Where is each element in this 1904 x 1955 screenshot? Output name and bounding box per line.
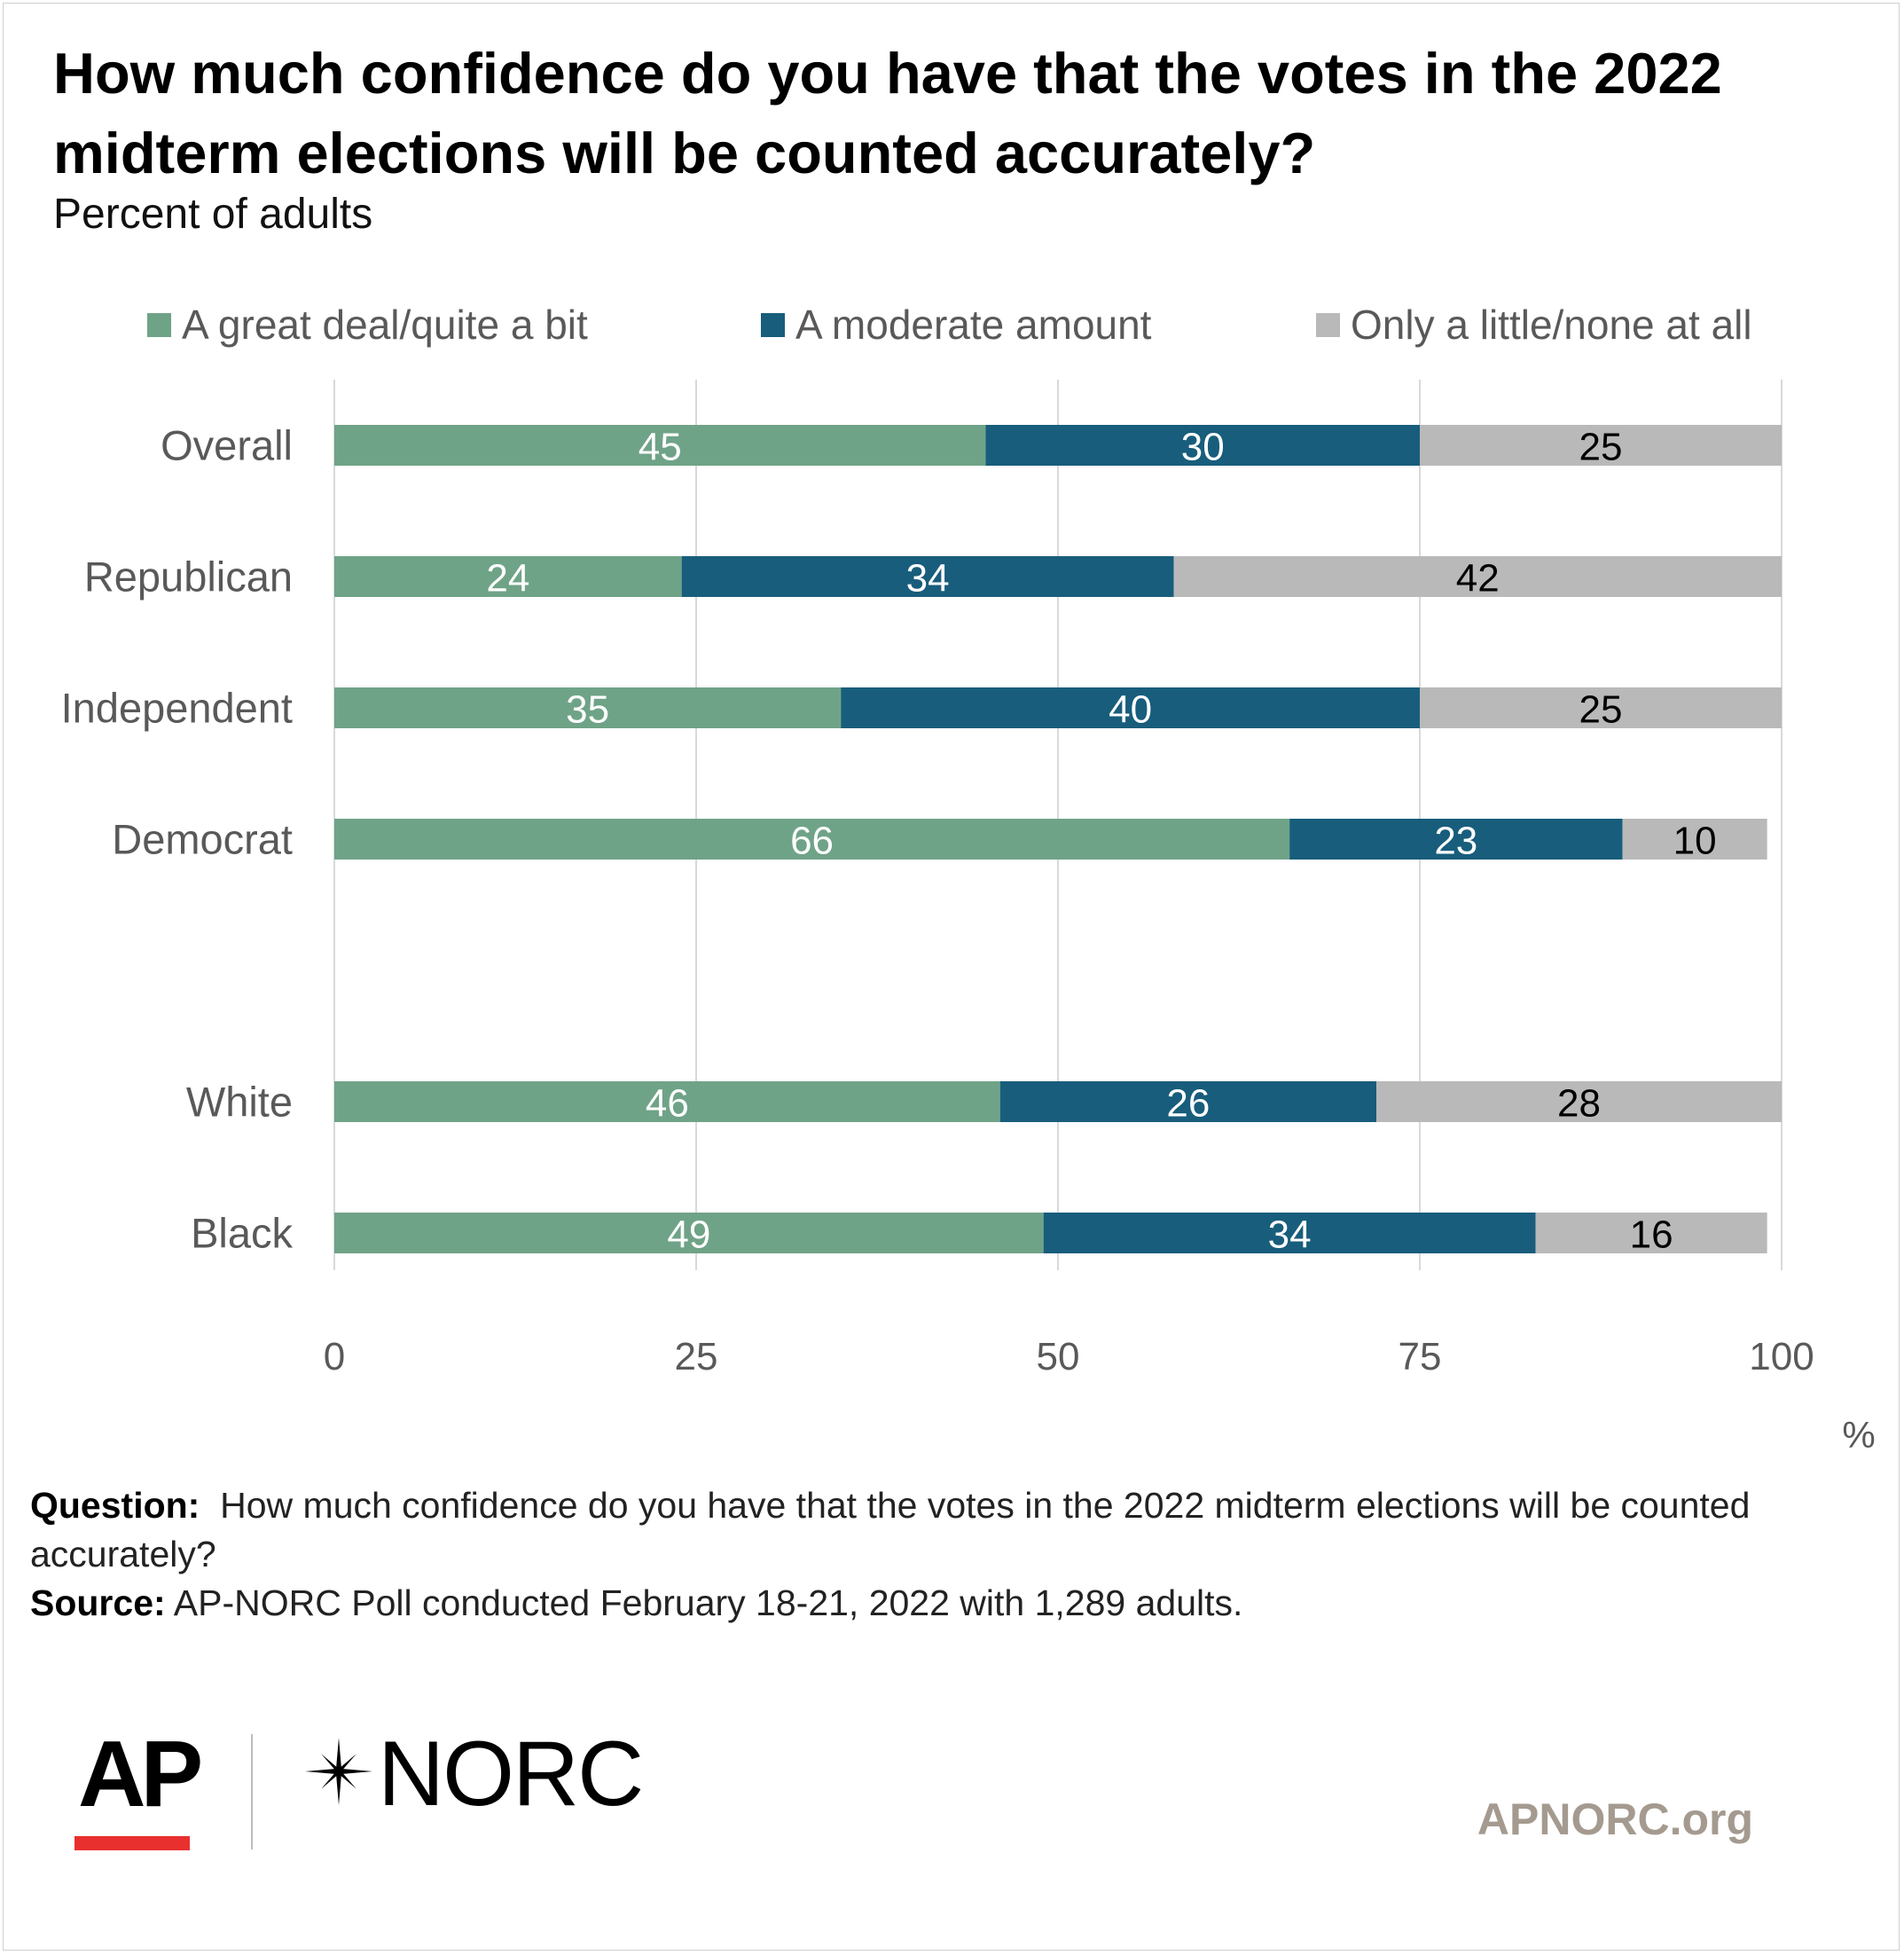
question-text: How much confidence do you have that the… [30,1485,1751,1574]
legend-swatch-little-none [1316,312,1340,337]
data-label: 34 [906,557,950,601]
category-label: Overall [161,422,293,469]
legend-label-great-deal: A great deal/quite a bit [182,302,588,348]
category-label: Black [191,1210,293,1257]
x-tick-label: 0 [324,1335,345,1378]
stacked-bar-chart: 0 25 50 75 100% Overall 45 30 25 Republican 24 34 42… [61,380,1876,1456]
data-label: 30 [1181,426,1225,469]
bar-segment [334,425,986,466]
bar-segment [334,819,1290,860]
logo-divider [251,1734,253,1849]
data-label: 16 [1630,1213,1673,1257]
norc-logo: NORC [378,1723,644,1825]
x-tick-label: 25 [675,1335,718,1378]
data-label: 40 [1109,688,1152,732]
bar-segment [1420,687,1782,728]
footnote: Question: How much confidence do you hav… [30,1481,1804,1628]
legend-label-little-none: Only a little/none at all [1351,302,1752,348]
data-label: 34 [1268,1213,1312,1257]
website-link[interactable]: APNORC.org [1477,1794,1753,1844]
bar-segment [1173,556,1782,597]
x-tick-label: 100 [1749,1335,1814,1378]
chart-frame [3,3,1900,1951]
ap-logo-accent-bar [74,1836,190,1850]
question-note: Question: How much confidence do you hav… [30,1481,1804,1579]
data-label: 25 [1579,426,1623,469]
bar-segment [334,556,682,597]
x-tick-label: 75 [1399,1335,1442,1378]
legend-swatch-great-deal [147,312,171,337]
category-label: Independent [61,685,293,732]
data-label: 66 [790,820,834,863]
bar-segment [1622,819,1767,860]
source-label: Source: [30,1582,166,1623]
bar-segment [1289,819,1623,860]
question-label: Question: [30,1485,200,1526]
bar-segment [334,1213,1044,1253]
x-tick-label: 50 [1037,1335,1080,1378]
data-label: 45 [639,426,682,469]
data-label: 49 [667,1213,710,1257]
ap-logo: AP [78,1722,203,1826]
legend-item-little-none: Only a little/none at all [1316,298,1752,351]
bar-segment [999,1081,1377,1122]
category-label: Democrat [112,816,293,863]
legend-item-great-deal: A great deal/quite a bit [147,298,588,351]
category-label: Republican [84,554,293,601]
data-label: 26 [1166,1082,1210,1126]
bar-segment [334,1081,1000,1122]
x-axis-unit: % [1842,1414,1875,1456]
bar-segment [1420,425,1782,466]
bar-segment [841,687,1420,728]
norc-star-icon [305,1738,372,1805]
category-label: White [186,1079,293,1126]
legend-item-moderate: A moderate amount [761,298,1151,351]
data-label: 35 [566,688,609,732]
source-text: AP-NORC Poll conducted February 18-21, 2… [173,1582,1243,1623]
bar-segment [681,556,1174,597]
chart-subtitle: Percent of adults [53,191,373,238]
bar-segment [1535,1213,1767,1253]
bar-segment [1376,1081,1782,1122]
bar-segment [985,425,1420,466]
data-label: 42 [1456,557,1500,601]
chart-title: How much confidence do you have that the… [53,41,1722,185]
bar-segment [334,687,842,728]
bar-segment [1043,1213,1536,1253]
data-label: 23 [1434,820,1477,863]
data-label: 24 [486,557,529,601]
legend-label-moderate: A moderate amount [795,302,1152,348]
legend-swatch-moderate [761,312,785,337]
source-note: Source: AP-NORC Poll conducted February … [30,1579,1804,1628]
data-label: 28 [1557,1082,1601,1126]
data-label: 46 [646,1082,689,1126]
data-label: 10 [1673,820,1717,863]
data-label: 25 [1579,688,1623,732]
